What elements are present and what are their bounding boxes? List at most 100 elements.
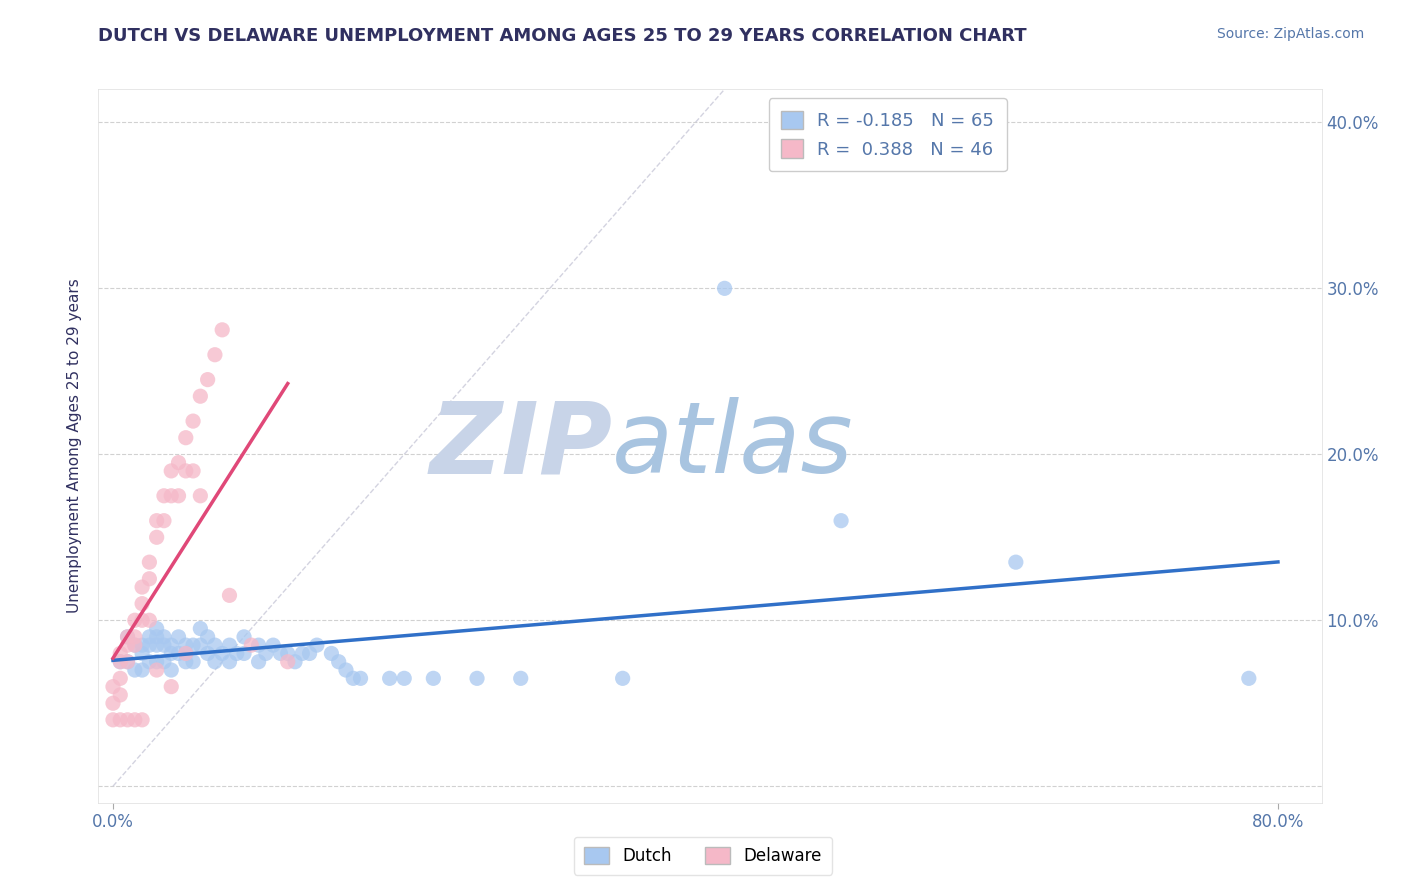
- Point: [138, 613, 160, 627]
- Point: [101, 713, 124, 727]
- Point: [277, 647, 299, 661]
- Point: [298, 647, 321, 661]
- Text: ZIP: ZIP: [429, 398, 612, 494]
- Point: [153, 489, 176, 503]
- Point: [124, 638, 146, 652]
- Point: [117, 638, 139, 652]
- Point: [269, 647, 291, 661]
- Point: [284, 655, 307, 669]
- Point: [153, 638, 176, 652]
- Point: [218, 588, 240, 602]
- Point: [240, 638, 263, 652]
- Point: [612, 671, 634, 685]
- Point: [188, 622, 212, 636]
- Point: [349, 671, 371, 685]
- Point: [117, 713, 139, 727]
- Point: [138, 572, 160, 586]
- Point: [204, 655, 226, 669]
- Point: [160, 464, 183, 478]
- Point: [465, 671, 488, 685]
- Point: [138, 638, 160, 652]
- Point: [291, 647, 314, 661]
- Point: [174, 464, 197, 478]
- Point: [218, 655, 240, 669]
- Point: [138, 655, 160, 669]
- Point: [233, 630, 256, 644]
- Text: DUTCH VS DELAWARE UNEMPLOYMENT AMONG AGES 25 TO 29 YEARS CORRELATION CHART: DUTCH VS DELAWARE UNEMPLOYMENT AMONG AGE…: [98, 27, 1026, 45]
- Point: [167, 489, 190, 503]
- Point: [211, 323, 233, 337]
- Point: [117, 630, 139, 644]
- Point: [197, 630, 219, 644]
- Point: [509, 671, 531, 685]
- Point: [204, 348, 226, 362]
- Point: [225, 647, 247, 661]
- Point: [124, 663, 146, 677]
- Point: [181, 638, 204, 652]
- Point: [335, 663, 357, 677]
- Point: [254, 647, 277, 661]
- Legend: R = -0.185   N = 65, R =  0.388   N = 46: R = -0.185 N = 65, R = 0.388 N = 46: [769, 98, 1007, 171]
- Point: [174, 647, 197, 661]
- Point: [197, 647, 219, 661]
- Point: [422, 671, 444, 685]
- Y-axis label: Unemployment Among Ages 25 to 29 years: Unemployment Among Ages 25 to 29 years: [67, 278, 83, 614]
- Point: [124, 630, 146, 644]
- Point: [181, 464, 204, 478]
- Point: [110, 688, 132, 702]
- Point: [117, 655, 139, 669]
- Point: [124, 713, 146, 727]
- Point: [138, 555, 160, 569]
- Point: [188, 489, 212, 503]
- Point: [145, 655, 167, 669]
- Point: [378, 671, 401, 685]
- Point: [204, 638, 226, 652]
- Point: [174, 638, 197, 652]
- Point: [101, 680, 124, 694]
- Point: [328, 655, 350, 669]
- Point: [830, 514, 852, 528]
- Point: [167, 630, 190, 644]
- Legend: Dutch, Delaware: Dutch, Delaware: [574, 837, 832, 875]
- Point: [145, 622, 167, 636]
- Point: [160, 489, 183, 503]
- Point: [233, 647, 256, 661]
- Point: [247, 655, 270, 669]
- Point: [167, 456, 190, 470]
- Point: [321, 647, 343, 661]
- Point: [131, 663, 153, 677]
- Point: [1237, 671, 1260, 685]
- Point: [277, 655, 299, 669]
- Point: [160, 647, 183, 661]
- Point: [394, 671, 416, 685]
- Point: [1004, 555, 1026, 569]
- Point: [153, 655, 176, 669]
- Text: Source: ZipAtlas.com: Source: ZipAtlas.com: [1216, 27, 1364, 41]
- Point: [342, 671, 364, 685]
- Point: [145, 630, 167, 644]
- Point: [174, 647, 197, 661]
- Point: [131, 613, 153, 627]
- Point: [305, 638, 328, 652]
- Point: [131, 597, 153, 611]
- Point: [110, 671, 132, 685]
- Point: [117, 630, 139, 644]
- Point: [110, 647, 132, 661]
- Point: [145, 514, 167, 528]
- Point: [247, 638, 270, 652]
- Point: [145, 530, 167, 544]
- Point: [153, 630, 176, 644]
- Point: [174, 655, 197, 669]
- Point: [124, 613, 146, 627]
- Point: [181, 655, 204, 669]
- Point: [153, 514, 176, 528]
- Point: [101, 696, 124, 710]
- Point: [181, 414, 204, 428]
- Point: [218, 638, 240, 652]
- Point: [110, 655, 132, 669]
- Point: [211, 647, 233, 661]
- Point: [160, 638, 183, 652]
- Point: [197, 373, 219, 387]
- Point: [131, 580, 153, 594]
- Point: [145, 663, 167, 677]
